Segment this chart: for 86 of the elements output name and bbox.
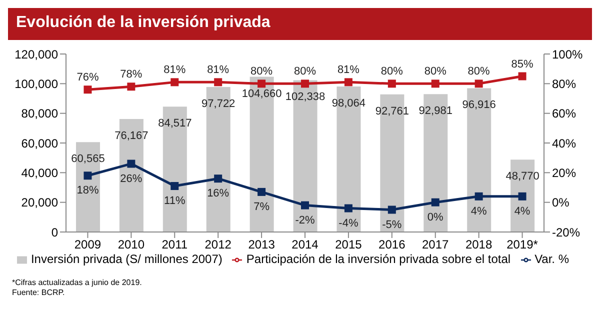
y2-tick-label: 60%: [552, 106, 576, 121]
x-tick-label: 2018: [465, 238, 492, 252]
x-tick-label: 2017: [422, 238, 450, 252]
point: [518, 72, 526, 80]
point: [344, 204, 352, 212]
point: [84, 86, 92, 94]
data-label: 81%: [337, 64, 360, 76]
data-label: -5%: [382, 218, 402, 231]
data-label: 7%: [254, 200, 270, 213]
data-label: 76%: [76, 72, 99, 84]
data-label: 102,338: [285, 91, 326, 104]
point: [388, 80, 396, 88]
x-tick-label: 2011: [162, 238, 188, 252]
x-tick-label: 2019*: [506, 238, 538, 252]
point: [388, 206, 396, 214]
point: [127, 82, 136, 91]
data-label: 11%: [164, 195, 186, 208]
data-label: 96,916: [462, 99, 496, 112]
data-label: 18%: [76, 184, 99, 197]
point: [474, 192, 483, 200]
y-tick-label: 40,000: [21, 166, 58, 180]
data-label: 48,770: [506, 170, 540, 183]
data-label: 98,064: [332, 98, 366, 110]
y2-tick-label: 40%: [552, 136, 576, 150]
source-note: Fuente: BCRP.: [12, 288, 66, 298]
y-tick-label: 120,000: [14, 47, 58, 62]
point: [474, 80, 483, 88]
x-tick-label: 2014: [292, 238, 319, 252]
point: [84, 172, 92, 180]
y-tick-label: 80,000: [21, 106, 58, 121]
data-label: 97,722: [202, 98, 236, 110]
x-tick-label: 2013: [248, 238, 276, 252]
y2-tick-label: 80%: [552, 76, 576, 91]
data-label: 104,660: [242, 88, 282, 100]
point: [170, 78, 179, 86]
y-tick-label: 60,000: [21, 136, 58, 150]
y2-tick-label: -20%: [552, 225, 580, 240]
data-label: 26%: [120, 172, 142, 185]
point: [214, 174, 222, 183]
data-label: 16%: [207, 188, 230, 200]
data-label: 80%: [380, 66, 404, 78]
data-label: -4%: [338, 217, 358, 230]
data-label: 60,565: [71, 153, 105, 166]
data-label: 92,761: [375, 105, 410, 118]
point: [214, 78, 222, 86]
y-tick-label: 0: [51, 225, 58, 240]
data-label: 81%: [207, 64, 230, 76]
point: [518, 192, 526, 200]
point: [431, 80, 440, 88]
data-label: 78%: [120, 68, 142, 81]
data-label: 80%: [294, 66, 316, 78]
legend-label: Var. %: [534, 252, 570, 266]
data-label: 4%: [514, 205, 530, 218]
x-tick-label: 2010: [118, 238, 145, 252]
data-label: 80%: [250, 66, 273, 78]
x-tick-label: 2015: [335, 238, 362, 252]
y-tick-label: 100,000: [14, 76, 58, 91]
text: *Cifras actualizadas a junio de 2019.: [12, 278, 143, 288]
data-label: 85%: [511, 58, 534, 70]
point: [301, 80, 309, 88]
legend-label: Participación de la inversión privada sobre el total: [246, 252, 511, 266]
point: [258, 188, 266, 196]
y-tick-label: 20,000: [21, 196, 58, 210]
point: [344, 78, 352, 86]
y2-tick-label: 100%: [552, 47, 584, 62]
chart-title: Evolución de la inversión privada: [8, 8, 592, 40]
data-label: 92,981: [418, 105, 452, 118]
data-label: 4%: [470, 205, 487, 218]
data-label: -2%: [295, 214, 315, 226]
x-tick-label: 2012: [204, 238, 232, 252]
data-label: 0%: [427, 211, 444, 224]
point: [301, 201, 309, 210]
data-label: 84,517: [158, 118, 192, 130]
point: [127, 160, 136, 168]
y2-tick-label: 20%: [552, 166, 576, 180]
point: [258, 80, 266, 88]
data-label: 81%: [164, 64, 186, 76]
y2-tick-label: 0%: [552, 196, 570, 210]
data-label: 80%: [424, 66, 447, 78]
data-label: 76,167: [114, 130, 148, 142]
legend-label: Inversión privada (S/ millones 2007): [30, 252, 222, 266]
point: [431, 198, 440, 206]
x-tick-label: 2009: [74, 238, 102, 252]
point: [170, 182, 179, 190]
data-label: 80%: [468, 66, 490, 78]
x-tick-label: 2016: [378, 238, 406, 252]
